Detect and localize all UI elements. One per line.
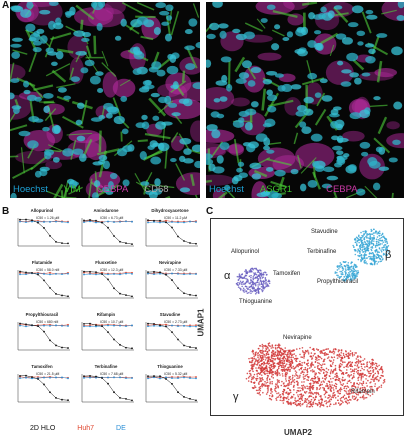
viability-legend: 2D HLO Huh7 DE: [30, 425, 148, 432]
viability-plot-title: Propylthiouracil: [25, 312, 59, 317]
panel-letter-b: B: [2, 206, 10, 217]
legend-de: DE: [116, 425, 126, 432]
viability-plot-ic50: IC50 = 11.2 μM: [164, 216, 188, 220]
viability-plot: Allopurinol IC50 = 1.26 μM: [12, 208, 72, 254]
umap-label-allopurinol: Allopurinol: [231, 249, 260, 255]
viability-plot-ic50: IC50 = 10.7 μM: [100, 320, 124, 324]
umap-label-stavudine: Stavudine: [311, 229, 338, 235]
viability-plot-title: Terbinafine: [94, 364, 118, 369]
umap-plot: Allopurinol Tamoxifen Thioguanine α Stav…: [210, 218, 404, 416]
viability-plot-ic50: IC50 = 6.73 μM: [100, 216, 124, 220]
viability-plot-axes: [145, 270, 198, 299]
viability-plot-ic50: IC50 = 2.73 μM: [164, 320, 188, 324]
viability-plot-ic50: IC50 = 12.3 μM: [100, 268, 124, 272]
viability-plot-title: Rifampin: [96, 312, 116, 317]
viability-plot-ic50: IC50 = 5.32 μM: [164, 372, 188, 376]
viability-plot-ic50: IC50 = 58.0 nM: [36, 268, 60, 272]
legend-2d-hlo: 2D HLO: [30, 425, 56, 432]
viability-plot-title: Thioguanine: [157, 364, 183, 369]
viability-curves-grid: Allopurinol IC50 = 1.26 μM Amiodarone IC50 …: [4, 208, 200, 422]
viability-plot: Terbinafine IC50 = 7.68 μM: [76, 364, 136, 410]
viability-plot-title: Allopurinol: [30, 208, 54, 213]
viability-plot: Nevirapine IC50 = 7.33 μM: [140, 260, 200, 306]
viability-plot-axes: [81, 374, 134, 403]
viability-plot-title: Stavudine: [159, 312, 181, 317]
viability-plot-title: Nevirapine: [159, 260, 181, 265]
viability-plot: Amiodarone IC50 = 6.73 μM: [76, 208, 136, 254]
viability-plot-title: Flutamide: [31, 260, 53, 265]
viability-plot-axes: [81, 322, 134, 351]
viability-plot: Stavudine IC50 = 2.73 μM: [140, 312, 200, 358]
panel-letter-a: A: [2, 0, 10, 11]
umap-label-tamoxifen: Tamoxifen: [273, 271, 301, 277]
viability-plot: Flutamide IC50 = 58.0 nM: [12, 260, 72, 306]
umap1-axis-label: UMAP1: [196, 308, 206, 337]
umap-greek-beta: β: [385, 249, 392, 261]
viability-plot: Rifampin IC50 = 10.7 μM: [76, 312, 136, 358]
viability-plot-title: Amiodarone: [93, 208, 119, 213]
viability-plot-title: Fluoxetine: [95, 260, 117, 265]
panel-letter-c: C: [206, 206, 214, 217]
umap-label-thioguanine: Thioguanine: [239, 299, 273, 305]
viability-plot-axes: [81, 218, 134, 247]
umap-greek-gamma: γ: [233, 391, 239, 403]
micrograph-left-labels: Hoechst VIM CEBPA CD68: [13, 184, 185, 195]
umap-label-nevirapine: Nevirapine: [283, 335, 312, 341]
viability-plot-axes: [17, 374, 70, 403]
viability-plot-title: Tamoxifen: [31, 364, 53, 369]
viability-plot: Dihydroxyacetone IC50 = 11.2 μM: [140, 208, 200, 254]
label-asgr1: ASGR1: [259, 184, 293, 195]
umap-label-terbinafine: Terbinafine: [307, 249, 337, 255]
viability-plot-axes: [17, 270, 70, 299]
umap2-axis-label: UMAP2: [284, 428, 313, 437]
micrograph-right-labels: Hoechst ASGR1 CEBPA: [209, 184, 374, 195]
viability-plot: Tamoxifen IC50 = 21.5 μM: [12, 364, 72, 410]
label-hoechst: Hoechst: [13, 184, 48, 195]
label-cd68: CD68: [144, 184, 169, 195]
umap-label-propylthiouracil: Propylthiouracil: [317, 279, 359, 285]
viability-plot-axes: [17, 218, 70, 247]
viability-plot-title: Dihydroxyacetone: [151, 208, 189, 213]
legend-huh7: Huh7: [77, 425, 95, 432]
viability-plot-ic50: IC50 = 7.68 μM: [100, 372, 124, 376]
micrograph-right: Hoechst ASGR1 CEBPA: [206, 2, 404, 198]
viability-plot-ic50: IC50 = 21.5 μM: [36, 372, 60, 376]
viability-plot-axes: [81, 270, 134, 299]
umap-label-rifampin: Rifampin: [351, 389, 375, 395]
viability-plot: Thioguanine IC50 = 5.32 μM: [140, 364, 200, 410]
viability-plot-axes: [145, 218, 198, 247]
viability-plot-axes: [17, 322, 70, 351]
label-hoechst-right: Hoechst: [209, 184, 244, 195]
viability-plot-ic50: IC50 = 7.33 μM: [164, 268, 188, 272]
micrograph-left: Hoechst VIM CEBPA CD68: [10, 2, 200, 198]
viability-plot-ic50: IC50 = 1.26 μM: [36, 216, 60, 220]
viability-plot-axes: [145, 322, 198, 351]
viability-plot-axes: [145, 374, 198, 403]
label-cebpa-right: CEBPA: [326, 184, 358, 195]
umap-greek-alpha: α: [224, 270, 231, 282]
viability-plot: Fluoxetine IC50 = 12.3 μM: [76, 260, 136, 306]
label-vim: VIM: [63, 184, 81, 195]
label-cebpa: CEBPA: [96, 184, 129, 195]
viability-plot-ic50: IC50 = 680 nM: [36, 320, 59, 324]
viability-plot: Propylthiouracil IC50 = 680 nM: [12, 312, 72, 358]
